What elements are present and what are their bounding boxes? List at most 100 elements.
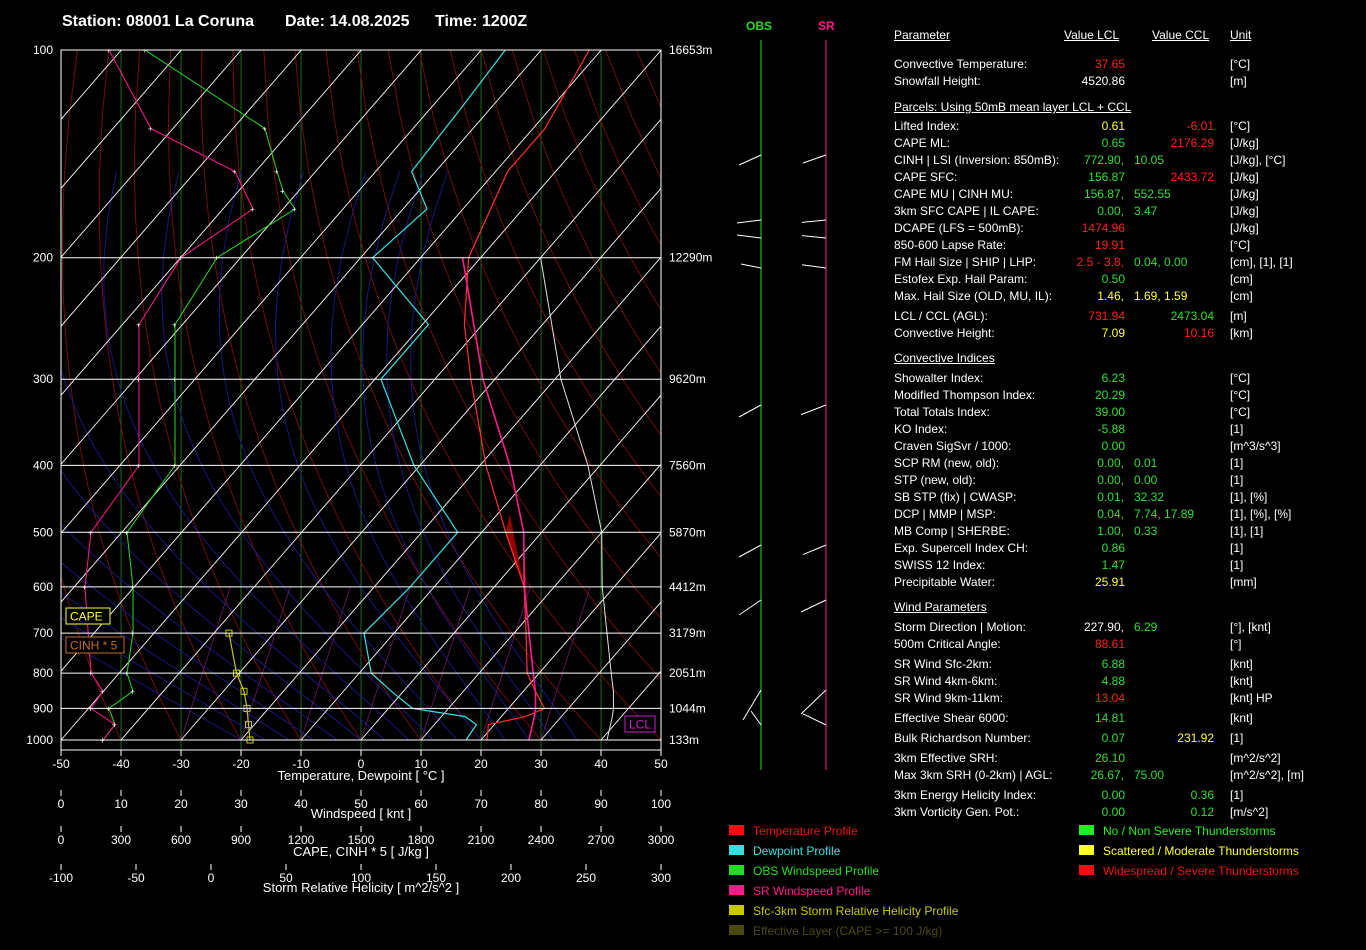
value-lcl: 2.5 - 3.8, (1076, 255, 1124, 269)
srh-axis-label: 50 (279, 871, 293, 885)
legend-item: No / Non Severe Thunderstorms (1079, 824, 1366, 840)
cape-axis-title: CAPE, CINH * 5 [ J/kg ] (293, 844, 429, 859)
param-name: Estofex Exp. Hail Param: (894, 272, 1028, 286)
panel-row: CAPE SFC: 156.87 2433.72 [J/kg] (894, 170, 1364, 186)
moist-adiabat (218, 171, 458, 741)
value-lcl: 6.23 (1101, 371, 1125, 385)
value-lcl-secondary: 75.00 (1134, 768, 1165, 782)
param-name: SCP RM (new, old): (894, 456, 1000, 470)
value-lcl: 0.00 (1101, 805, 1125, 819)
panel-section-title: Convective Indices (894, 351, 1364, 367)
temp-axis-label: -20 (232, 757, 250, 771)
moist-adiabat (61, 592, 290, 741)
unit: [°C] (1230, 238, 1251, 252)
param-name: Bulk Richardson Number: (894, 731, 1031, 745)
param-name: Max. Hail Size (OLD, MU, IL): (894, 289, 1053, 303)
wind-marker: + (130, 687, 135, 696)
value-lcl-secondary: 32.32 (1134, 490, 1165, 504)
unit: [J/kg] (1230, 136, 1259, 150)
date-label: Date: 14.08.2025 (285, 13, 410, 30)
section-title: Convective Indices (894, 351, 995, 365)
param-name: MB Comp | SHERBE: (894, 524, 1010, 538)
panel-row: SCP RM (new, old): 0.00, 0.01 [1] (894, 456, 1364, 472)
value-lcl-secondary: 1.69, 1.59 (1134, 289, 1188, 303)
panel-row: Max 3km SRH (0-2km) | AGL: 26.67, 75.00 [m^… (894, 768, 1364, 784)
panel-row: Bulk Richardson Number: 0.07 231.92 [1] (894, 731, 1364, 747)
param-name: SB STP (fix) | CWASP: (894, 490, 1017, 504)
srh-axis-label: 100 (351, 871, 371, 885)
value-ccl: 10.16 (1183, 326, 1214, 340)
value-lcl: 0.07 (1101, 731, 1125, 745)
moist-adiabat (61, 637, 242, 741)
wind-marker: + (172, 321, 177, 330)
panel-header-ccl: Value CCL (1152, 28, 1210, 42)
param-name: CAPE SFC: (894, 170, 958, 184)
unit: [m/s^2] (1230, 805, 1269, 819)
cape-label-box (65, 607, 111, 625)
value-lcl: 772.90, (1083, 153, 1124, 167)
unit: [knt] HP (1230, 691, 1273, 705)
param-name: DCP | MMP | MSP: (894, 507, 996, 521)
value-lcl: 19.91 (1094, 238, 1125, 252)
unit: [1] (1230, 422, 1244, 436)
isotherm (61, 50, 482, 534)
value-lcl: 26.10 (1094, 751, 1125, 765)
wind-marker: + (106, 46, 111, 55)
legend-label: OBS Windspeed Profile (753, 864, 880, 878)
value-lcl-secondary: 0.00 (1134, 473, 1158, 487)
isotherm (120, 118, 661, 741)
wind-profile-columns (736, 40, 827, 770)
param-name: LCL / CCL (AGL): (894, 309, 988, 323)
panel-row: 3km Energy Helicity Index: 0.00 0.36 [1] (894, 788, 1364, 804)
height-label: 2051m (669, 666, 706, 680)
wind-marker: + (112, 721, 117, 730)
unit: [°], [knt] (1230, 620, 1271, 634)
srh-axis-title: Storm Relative Helicity [ m^2/s^2 ] (263, 880, 459, 895)
value-lcl-secondary: 0.04, 0.00 (1134, 255, 1188, 269)
height-label: 5870m (669, 525, 706, 539)
unit: [m^2/s^2] (1230, 751, 1281, 765)
sr-wind-barb (802, 544, 827, 556)
height-label: 4412m (669, 580, 706, 594)
lcl-label: LCL (629, 718, 651, 732)
legend-item: Sfc-3km Storm Relative Helicity Profile (729, 904, 1029, 920)
value-lcl: 6.88 (1101, 657, 1125, 671)
cape-label: CAPE (70, 610, 103, 624)
temp-axis-label: 30 (534, 757, 548, 771)
param-name: CAPE ML: (894, 136, 951, 150)
wind-marker: + (250, 205, 255, 214)
unit: [J/kg] (1230, 170, 1259, 184)
pressure-label: 700 (33, 626, 53, 640)
legend-item: Scattered / Moderate Thunderstorms (1079, 844, 1366, 860)
wind-axis-label: 100 (651, 797, 671, 811)
legend-label: Effective Layer (CAPE >= 100 J/kg) (753, 924, 943, 938)
unit: [1] (1230, 731, 1244, 745)
wind-axis-title: Windspeed [ knt ] (311, 806, 411, 821)
wind-axis-label: 50 (354, 797, 368, 811)
value-lcl: 20.29 (1094, 388, 1125, 402)
mixing-ratio-line (300, 586, 351, 741)
sr-wind-barb (802, 713, 827, 726)
isotherm (480, 532, 661, 741)
height-label: 16653m (669, 43, 712, 57)
value-ccl: -6.01 (1186, 119, 1214, 133)
panel-row: KO Index: -5.88 [1] (894, 422, 1364, 438)
unit: [°C] (1230, 119, 1251, 133)
panel-row: SR Wind Sfc-2km: 6.88 [knt] (894, 657, 1364, 673)
isotherm (61, 50, 182, 189)
srh-marker (245, 721, 252, 729)
value-lcl: 26.67, (1090, 768, 1124, 782)
pressure-label: 100 (33, 43, 53, 57)
dry-adiabat (61, 574, 122, 741)
sr-wind-barb (800, 689, 827, 715)
panel-row: STP (new, old): 0.00, 0.00 [1] (894, 473, 1364, 489)
panel-row: Storm Direction | Motion: 227.90, 6.29 [°],… (894, 620, 1364, 636)
param-name: SR Wind Sfc-2km: (894, 657, 993, 671)
isotherm (61, 50, 302, 327)
param-name: 3km Effective SRH: (894, 751, 998, 765)
panel-row: DCP | MMP | MSP: 0.04, 7.74, 17.89 [1], [%]… (894, 507, 1364, 523)
param-name: Max 3km SRH (0-2km) | AGL: (894, 768, 1053, 782)
isotherm (61, 50, 422, 465)
cinh-label-box (65, 636, 125, 654)
cape-axis-label: 900 (231, 833, 251, 847)
